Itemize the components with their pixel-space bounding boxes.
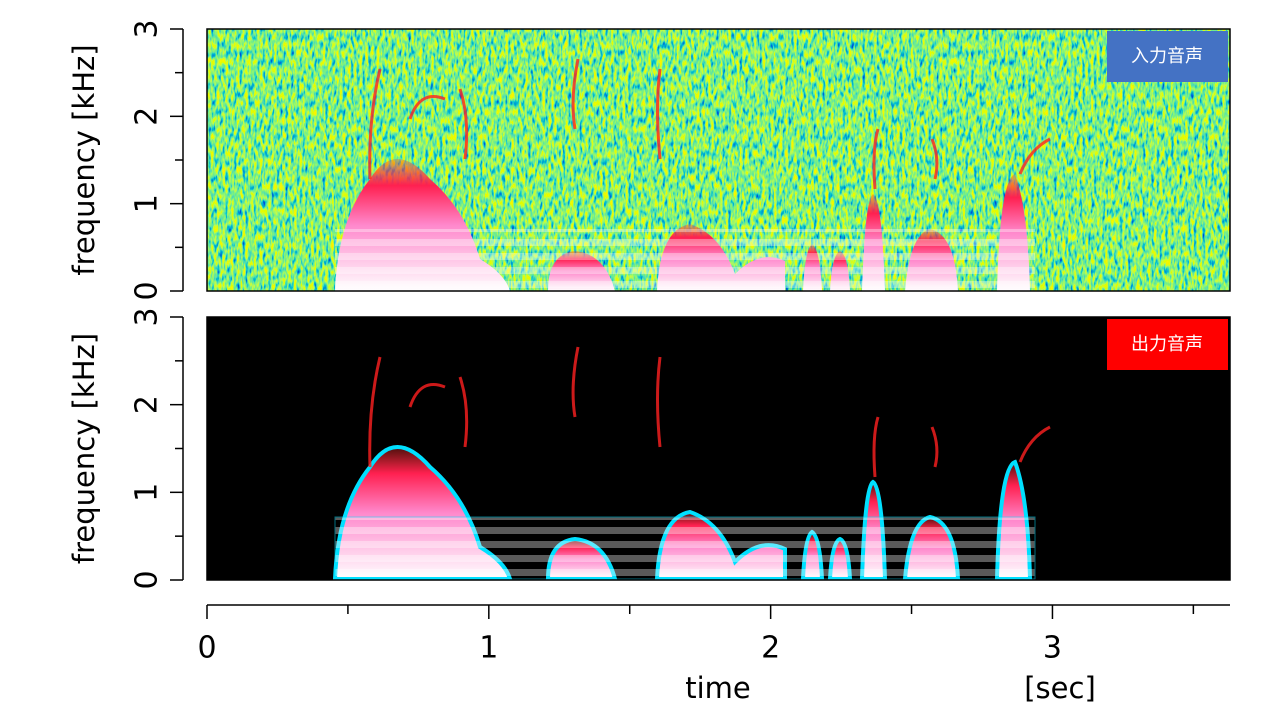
y-axis-label: frequency [kHz]	[67, 333, 101, 564]
badge-box	[1107, 319, 1228, 370]
y-tick-label: 3	[130, 307, 165, 326]
x-tick-label: 2	[761, 631, 780, 666]
y-tick-label: 2	[130, 107, 165, 126]
x-tick-label: 3	[1043, 631, 1062, 666]
y-tick-label: 1	[130, 194, 165, 213]
plot-frame	[206, 316, 1231, 581]
x-tick-label: 1	[479, 631, 498, 666]
spectrogram-input	[207, 29, 1230, 291]
y-tick-label: 0	[130, 281, 165, 300]
y-axis-label: frequency [kHz]	[67, 44, 101, 275]
badge-box	[1107, 31, 1228, 82]
x-axis-label: time	[685, 671, 751, 705]
y-tick-label: 2	[130, 395, 165, 414]
y-tick-label: 1	[130, 483, 165, 502]
badge-label: 出力音声	[1131, 334, 1203, 355]
spectrogram-output	[207, 317, 1230, 580]
plot-frame	[206, 28, 1231, 292]
y-tick-label: 3	[130, 19, 165, 38]
x-axis-unit: [sec]	[1024, 671, 1096, 705]
x-tick-label: 0	[197, 631, 216, 666]
badge-label: 入力音声	[1131, 46, 1203, 67]
y-tick-label: 0	[130, 570, 165, 589]
